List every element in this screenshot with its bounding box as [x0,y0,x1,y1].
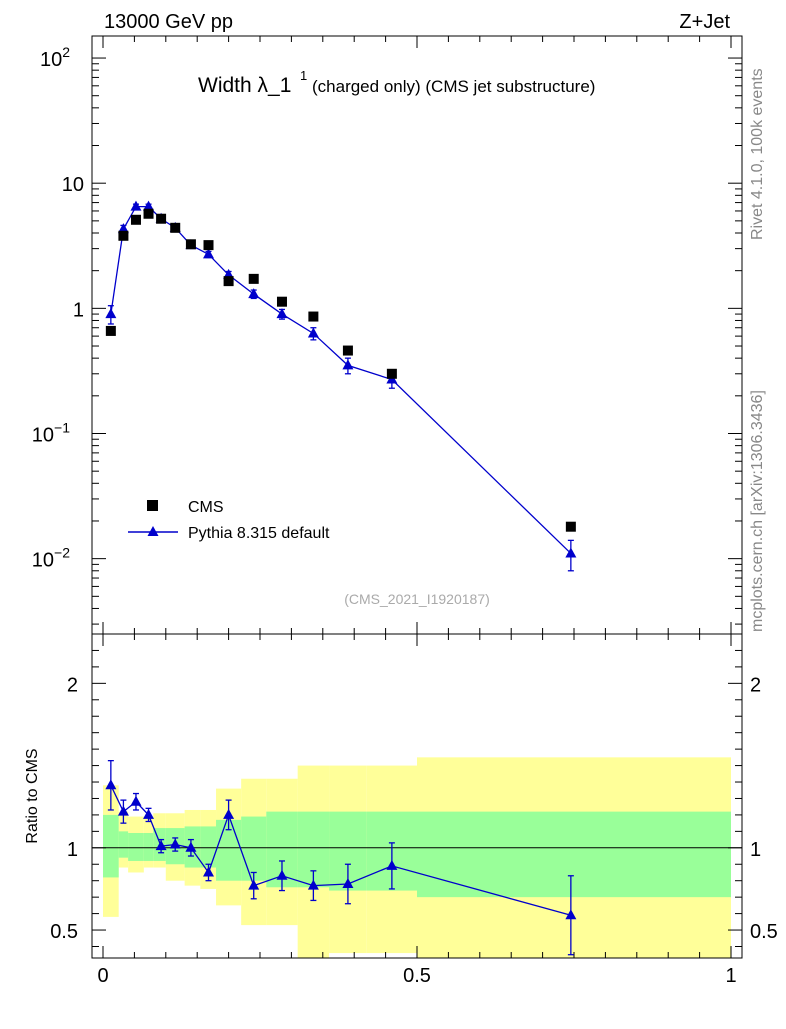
pythia-marker [203,248,215,259]
ratio-y-tick-label-right: 0.5 [750,921,778,943]
ratio-y-tick-label-left: 0.5 [50,921,78,943]
ratio-marker [105,779,117,790]
ratio-marker [276,869,288,880]
inner-band-bin [417,811,731,898]
pythia-marker [342,359,354,370]
ratio-marker [117,805,129,816]
ratio-y-tick-label-right: 1 [750,839,761,861]
main-plot-title: Width λ_1 1 (charged only) (CMS jet subs… [198,68,595,97]
main-y-tick-label: 1 [73,299,84,321]
legend-pythia-marker [147,526,159,536]
pythia-marker [248,288,260,299]
main-y-tick-label: 10−2 [32,545,70,572]
ratio-marker [130,795,142,806]
pythia-marker [143,200,155,211]
inner-band-bin [143,833,154,861]
x-axis-ticks: 0 0.5 1 [97,36,737,987]
cms-marker [248,273,259,284]
ratio-marker [185,841,197,852]
cms-marker [308,311,319,322]
pythia-marker [276,308,288,319]
cms-marker [130,214,141,225]
x-tick-label: 1 [725,965,736,987]
legend-cms-label: CMS [188,499,224,516]
pythia-marker [130,200,142,211]
cms-marker [203,240,214,251]
main-plot-frame [91,35,743,635]
cms-marker [118,230,129,241]
pythia-marker [117,223,129,234]
rivet-version-label: Rivet 4.1.0, 100k events [749,68,766,240]
x-tick-label: 0.5 [403,965,431,987]
x-tick-label: 0 [97,965,108,987]
ratio-y-tick-label-left: 2 [67,674,78,696]
cms-marker [386,368,397,379]
header-left-label: 13000 GeV pp [104,11,233,33]
ratio-marker [248,879,260,890]
main-y-axis: 102 10 1 10−1 10−2 [32,44,742,625]
main-y-tick-label: 102 [40,44,70,71]
inner-band-bin [241,816,267,881]
cms-marker [143,208,154,219]
ratio-marker [169,838,181,849]
main-y-tick-label: 10 [62,174,84,196]
header-right-label: Z+Jet [679,11,730,33]
analysis-watermark: (CMS_2021_I1920187) [344,591,490,607]
title-rest-text: (charged only) (CMS jet substructure) [312,77,595,96]
pythia-marker [105,308,117,319]
ratio-marker [203,866,215,877]
ratio-marker [307,879,319,890]
inner-band-bin [200,826,217,868]
ratio-marker [223,808,235,819]
ratio-marker [342,877,354,888]
legend: CMS Pythia 8.315 default [128,499,330,542]
main-y-tick-label: 10−1 [32,419,70,446]
ratio-marker [386,859,398,870]
cms-series [105,208,576,532]
inner-band-bin [118,831,129,858]
ratio-y-tick-label-right: 2 [750,674,761,696]
cms-marker [223,276,234,287]
pythia-marker [307,327,319,338]
cms-marker [185,239,196,250]
mcplots-reference-label: mcplots.cern.ch [arXiv:1306.3436] [749,390,766,632]
ratio-y-axis-label: Ratio to CMS [24,748,41,843]
inner-band-bin [128,833,144,861]
legend-pythia-label: Pythia 8.315 default [188,525,330,542]
cms-marker [170,222,181,233]
ratio-series [105,759,577,956]
pythia-marker [565,547,577,558]
ratio-marker [155,840,167,851]
pythia-line [110,205,572,554]
title-main-text: Width λ_1 [198,74,291,97]
pythia-series [105,200,577,572]
cms-marker [342,345,353,356]
ratio-marker [143,808,155,819]
cms-marker [276,296,287,307]
legend-cms-marker [147,500,158,511]
title-superscript: 1 [300,68,307,83]
inner-band-bin [103,814,119,878]
ratio-marker [565,909,577,920]
cms-marker [156,213,167,224]
cms-marker [565,521,576,532]
cms-marker [105,325,116,336]
ratio-y-tick-label-left: 1 [67,839,78,861]
